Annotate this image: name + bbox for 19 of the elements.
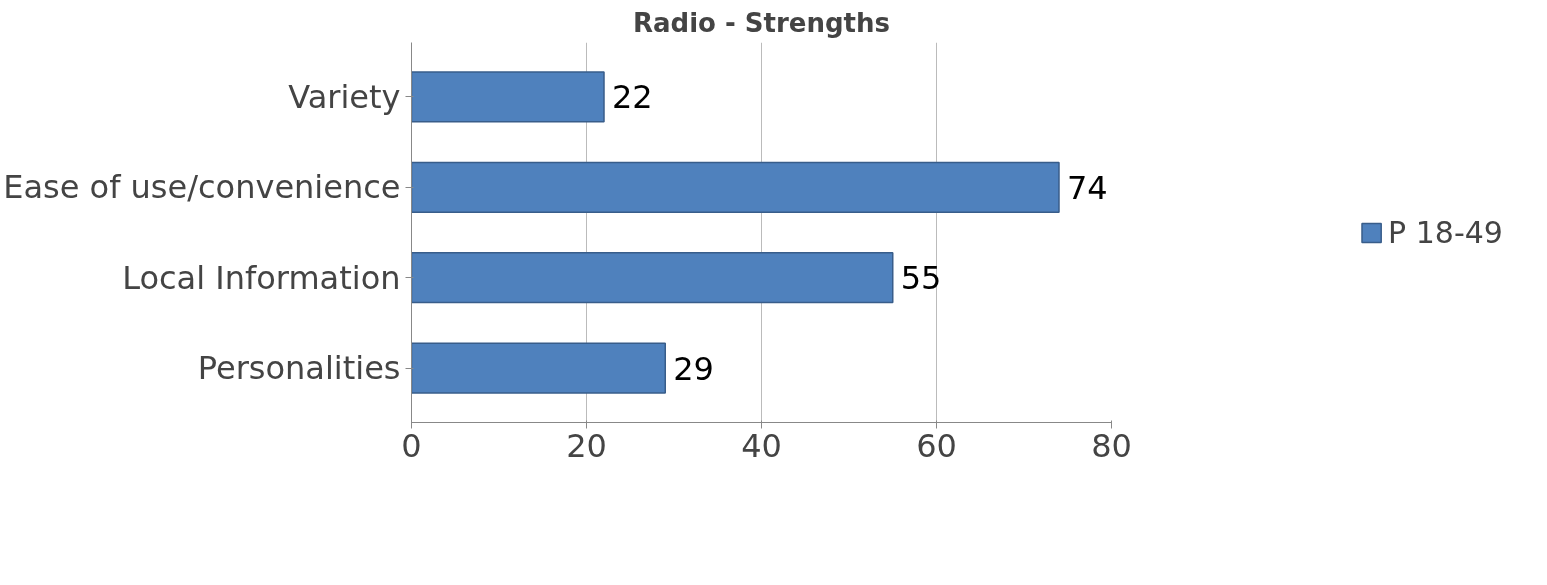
y-tick-label: Personalities xyxy=(197,349,401,388)
data-label: 29 xyxy=(673,349,714,388)
x-tick-label: 20 xyxy=(566,426,607,465)
bar xyxy=(411,71,605,123)
y-tick-label: Local Information xyxy=(122,258,401,297)
bar xyxy=(411,252,894,304)
x-tick-label: 80 xyxy=(1091,426,1132,465)
x-tick-label: 0 xyxy=(401,426,422,465)
data-label: 74 xyxy=(1067,168,1108,207)
x-tick-label: 40 xyxy=(741,426,782,465)
x-tick-label: 60 xyxy=(916,426,957,465)
y-tick-label: Variety xyxy=(288,77,401,116)
data-label: 55 xyxy=(900,259,942,298)
bar xyxy=(411,161,1060,213)
legend-label: P 18-49 xyxy=(1388,214,1503,250)
data-label: 22 xyxy=(612,78,653,117)
bar xyxy=(411,342,666,394)
y-tick-label: Ease of use/convenience xyxy=(3,168,401,207)
chart-title: Radio - Strengths xyxy=(633,7,890,38)
